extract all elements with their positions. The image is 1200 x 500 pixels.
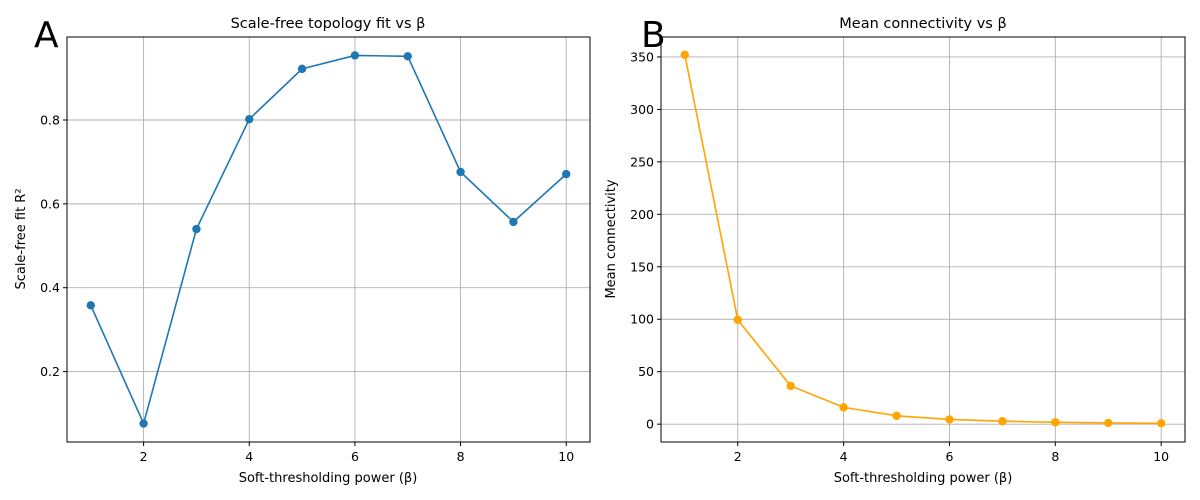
panel-b-data-point: [680, 50, 690, 60]
panel-a-letter: A: [34, 15, 59, 56]
panel-a: A Scale-free topology fit vs β 2 4 6 8 10 0.2…: [14, 15, 591, 486]
panel-a-xtick-label: 4: [245, 449, 253, 464]
panel-a-series: [86, 51, 571, 428]
panel-b-data-point: [1104, 418, 1113, 428]
panel-a-data-point: [403, 52, 412, 61]
panel-b-xtick-label: 10: [1153, 449, 1169, 464]
panel-a-data-point: [192, 224, 201, 234]
panel-a-title: Scale-free topology fit vs β: [231, 16, 426, 32]
panel-a-ylabel: Scale-free fit R²: [14, 188, 29, 289]
panel-a-series-line: [90, 54, 567, 426]
panel-b-grid: [661, 37, 1185, 442]
panel-a-xtick-label: 6: [351, 449, 359, 464]
panel-a-xtick-label: 2: [140, 449, 148, 464]
panel-b-ytick-label: 100: [630, 312, 654, 327]
panel-b-series-line: [684, 54, 1162, 425]
panel-b-ylabel: Mean connectivity: [604, 179, 619, 298]
panel-b-ytick-label: 350: [630, 49, 654, 64]
panel-a-ytick-label: 0.6: [40, 196, 60, 211]
panel-b-data-point: [1156, 419, 1166, 428]
panel-b-xtick-label: 8: [1051, 449, 1059, 464]
panel-b-data-point: [892, 411, 901, 420]
panel-b: B Mean connectivity vs β 2 4 6 8 10050100150…: [604, 15, 1186, 486]
panel-b-ytick-label: 50: [638, 364, 654, 379]
panel-a-data-point: [86, 301, 95, 310]
panel-a-data-point: [245, 114, 254, 124]
panel-b-title: Mean connectivity vs β: [839, 16, 1006, 32]
panel-b-data-point: [998, 417, 1007, 426]
panel-a-ytick-label: 0.2: [40, 364, 60, 379]
panel-b-ytick-label: 150: [630, 259, 654, 274]
panel-a-xtick-label: 8: [457, 449, 465, 464]
panel-a-ticks: 2 4 6 8 10 0.2 0.4 0.6 0.8: [40, 113, 574, 464]
panel-b-ytick-label: 200: [630, 207, 654, 222]
panel-b-series: [680, 50, 1166, 428]
panel-b-ytick-label: 300: [630, 102, 654, 117]
panel-b-data-point: [733, 315, 742, 324]
panel-a-xlabel: Soft-thresholding power (β): [239, 471, 418, 486]
panel-b-ytick-label: 0: [646, 417, 654, 432]
panel-b-plot-frame: [660, 36, 1186, 443]
panel-b-xtick-label: 4: [840, 449, 848, 464]
panel-b-ytick-label: 250: [630, 154, 654, 169]
panel-b-xlabel: Soft-thresholding power (β): [834, 471, 1013, 486]
panel-b-xtick-label: 6: [945, 449, 953, 464]
panel-a-plot-frame: [66, 36, 591, 443]
panel-a-ytick-label: 0.4: [40, 280, 60, 295]
panel-b-data-point: [945, 415, 954, 424]
panel-b-data-point: [1051, 418, 1060, 427]
panel-b-xtick-label: 2: [734, 449, 742, 464]
panel-a-ytick-label: 0.8: [40, 113, 60, 128]
panel-b-letter: B: [641, 15, 666, 56]
panel-a-data-point: [509, 217, 518, 227]
panel-b-data-point: [839, 403, 848, 412]
panel-a-data-point: [139, 419, 148, 428]
panel-b-data-point: [786, 381, 795, 391]
panel-a-xtick-label: 10: [558, 449, 574, 464]
panel-a-data-point: [456, 167, 465, 177]
panel-a-grid: [67, 37, 590, 442]
panel-a-data-point: [562, 169, 571, 179]
panel-a-data-point: [350, 51, 360, 60]
panel-a-data-point: [297, 64, 307, 74]
